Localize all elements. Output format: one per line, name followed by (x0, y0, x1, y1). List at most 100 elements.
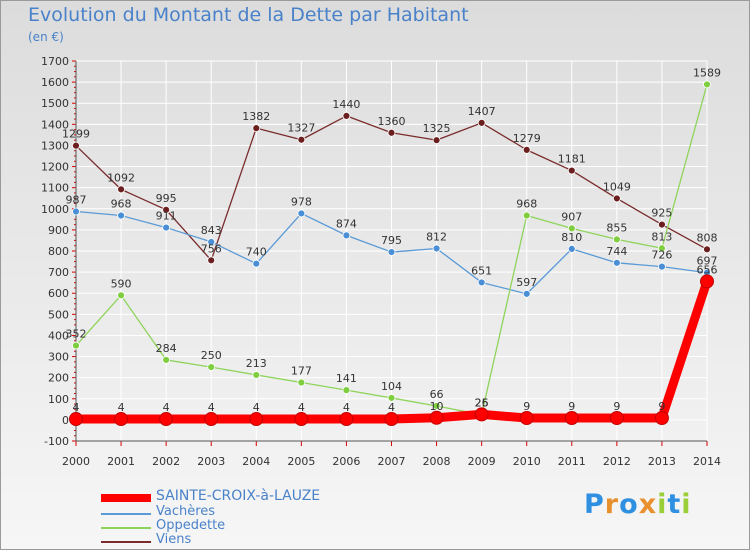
data-point (159, 412, 174, 427)
data-label: 1382 (242, 110, 270, 123)
data-label: 104 (381, 380, 402, 393)
data-label: 744 (606, 245, 627, 258)
y-tick-label: 1500 (41, 97, 69, 110)
data-label: 1181 (558, 153, 586, 166)
legend-swatch (101, 541, 151, 543)
data-label: 10 (430, 400, 444, 413)
logo-letter: o (619, 489, 639, 520)
y-tick-label: 600 (48, 287, 69, 300)
data-point (117, 291, 125, 300)
data-label: 4 (118, 401, 125, 414)
data-label: 795 (381, 234, 402, 247)
data-point (567, 224, 576, 233)
data-label: 352 (66, 328, 87, 341)
data-point (474, 407, 489, 422)
y-tick-label: 200 (48, 372, 69, 385)
y-tick-label: 1000 (41, 203, 69, 216)
data-label: 855 (606, 221, 627, 234)
x-tick-label: 2003 (197, 455, 225, 468)
data-label: 4 (208, 401, 215, 414)
data-point (252, 259, 261, 268)
data-point (700, 274, 714, 289)
data-point (207, 238, 216, 246)
chart-unit: (en €) (28, 30, 64, 44)
logo-letter: i (681, 489, 692, 520)
data-label: 987 (66, 194, 87, 207)
y-tick-label: 1600 (41, 76, 69, 89)
data-point (342, 386, 351, 395)
logo-letter: x (638, 489, 658, 520)
data-point (522, 211, 531, 220)
data-label: 213 (246, 357, 267, 370)
data-label: 911 (156, 210, 177, 223)
legend-swatch (101, 527, 151, 529)
data-label: 9 (658, 400, 665, 413)
legend-label: SAINTE-CROIX-à-LAUZE (156, 488, 321, 504)
data-label: 4 (343, 401, 350, 414)
chart-title: Evolution du Montant de la Dette par Hab… (28, 4, 469, 26)
legend-label: Viens (156, 532, 192, 547)
data-label: 968 (111, 198, 132, 211)
data-point (387, 248, 396, 256)
data-label: 697 (697, 255, 718, 268)
y-tick-label: 1400 (41, 118, 69, 131)
x-tick-label: 2002 (152, 455, 180, 468)
data-label: 808 (697, 231, 718, 244)
data-point (162, 205, 171, 214)
data-point (658, 220, 666, 229)
data-label: 810 (561, 231, 582, 244)
data-point (519, 410, 534, 425)
data-label: 1360 (378, 115, 406, 128)
data-label: 756 (201, 242, 222, 255)
data-label: 4 (163, 401, 170, 414)
data-point (387, 128, 396, 137)
axis-layer: -100 0 100 200 300 400 500 600 700 800 900 1000 1100… (41, 55, 721, 468)
data-label: 1589 (693, 66, 721, 79)
data-label: 4 (388, 401, 395, 414)
data-point (69, 412, 83, 427)
y-tick-label: 500 (48, 308, 69, 321)
data-label: 597 (516, 276, 537, 289)
data-point (567, 166, 576, 175)
data-label: 843 (201, 224, 222, 237)
data-label: 1325 (423, 122, 451, 135)
data-point (612, 194, 621, 203)
data-label: 284 (156, 342, 177, 355)
y-tick-label: 700 (48, 266, 69, 279)
x-tick-label: 2005 (287, 455, 315, 468)
data-point (703, 80, 711, 89)
data-label: 177 (291, 365, 312, 378)
data-point (429, 410, 444, 425)
legend-label: Vachères (156, 504, 216, 519)
data-point (72, 207, 80, 216)
legend-swatch (101, 494, 151, 502)
data-label: 812 (426, 230, 447, 243)
x-tick-label: 2013 (648, 455, 676, 468)
data-point (432, 136, 441, 145)
data-point (117, 211, 125, 220)
data-label: 1279 (513, 132, 541, 145)
data-point (252, 124, 261, 133)
legend-swatch (101, 513, 151, 515)
data-point (384, 412, 399, 427)
y-tick-label: 100 (48, 393, 69, 406)
label-layer: 4 4 4 4 4 4 4 4 10 26 9 9 9 9 656 987 968 911 843 740 978 874… (62, 66, 721, 414)
data-label: 813 (651, 230, 672, 243)
logo-letter: t (667, 489, 682, 520)
data-point (342, 231, 351, 240)
x-tick-label: 2009 (468, 455, 496, 468)
data-point (297, 209, 306, 218)
data-point (477, 278, 486, 287)
x-tick-label: 2006 (332, 455, 360, 468)
data-label: 4 (73, 401, 80, 414)
data-point (654, 410, 669, 425)
data-point (72, 141, 80, 150)
data-point (477, 118, 486, 127)
data-label: 25 (475, 397, 489, 410)
data-point (658, 244, 666, 253)
y-tick-label: 800 (48, 245, 69, 258)
y-tick-label: -100 (44, 435, 69, 448)
data-point (522, 289, 531, 298)
data-point (612, 235, 621, 244)
